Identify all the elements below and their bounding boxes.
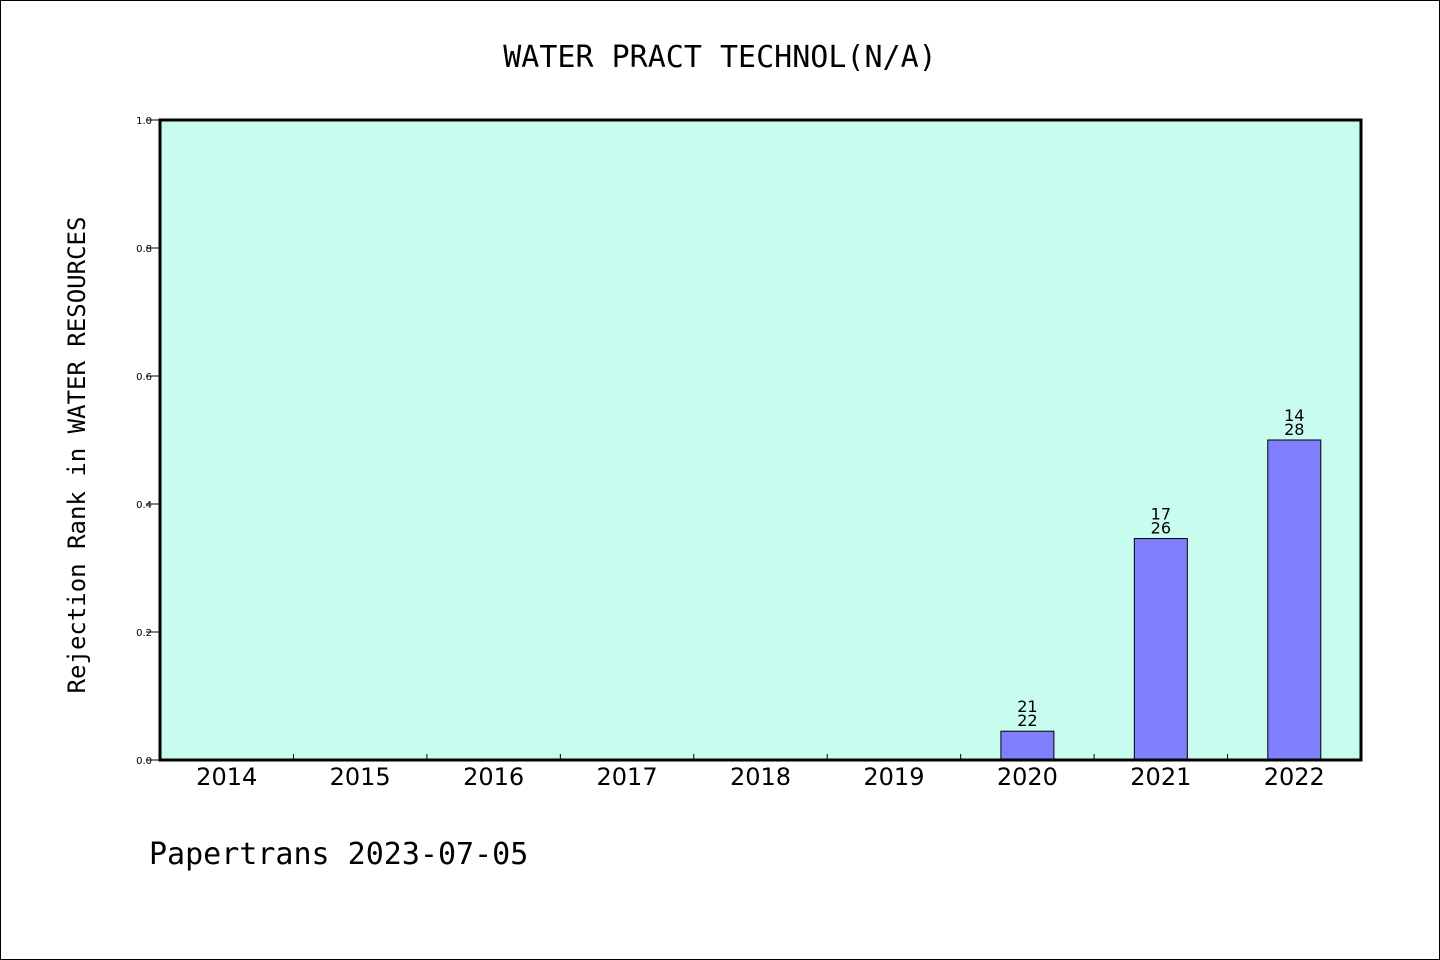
bar-label-bottom: 22: [1017, 711, 1037, 730]
y-axis: 0.0 0.2 0.4 0.6 0.8 1.0: [136, 116, 160, 767]
bar-label-bottom: 28: [1284, 420, 1304, 439]
bar-label-top: 17: [1151, 505, 1171, 524]
x-tick-label: 2019: [863, 763, 924, 791]
x-tick-label: 2022: [1264, 763, 1325, 791]
y-axis-label: Rejection Rank in WATER RESOURCES: [63, 217, 91, 694]
x-tick-label: 2021: [1130, 763, 1191, 791]
bar-label-bottom: 26: [1151, 519, 1171, 538]
y-tick-label: 0.6: [136, 372, 152, 383]
y-tick-label: 0.8: [136, 244, 152, 255]
x-axis: 2014 2015 2016 2017 2018 2019 2020 2021 2022: [196, 754, 1325, 791]
x-tick-label: 2016: [463, 763, 524, 791]
y-tick-label: 1.0: [136, 116, 152, 127]
x-tick-label: 2014: [196, 763, 257, 791]
y-tick-label: 0.0: [136, 756, 152, 767]
footer-credit: Papertrans 2023-07-05: [149, 837, 528, 872]
y-tick-label: 0.4: [136, 500, 152, 511]
y-tick-label: 0.2: [136, 628, 152, 639]
x-tick-label: 2020: [997, 763, 1058, 791]
x-tick-label: 2015: [330, 763, 391, 791]
bar: [1000, 730, 1055, 761]
x-tick-label: 2017: [597, 763, 658, 791]
bar-label-top: 21: [1017, 697, 1037, 716]
plot-border: [158, 118, 1363, 762]
chart-title: WATER PRACT TECHNOL(N/A): [503, 40, 936, 75]
bar: [1133, 538, 1188, 761]
bar-series: [1000, 439, 1322, 761]
bar: [1267, 439, 1322, 761]
x-tick-label: 2018: [730, 763, 791, 791]
bar-label-top: 14: [1284, 406, 1304, 425]
